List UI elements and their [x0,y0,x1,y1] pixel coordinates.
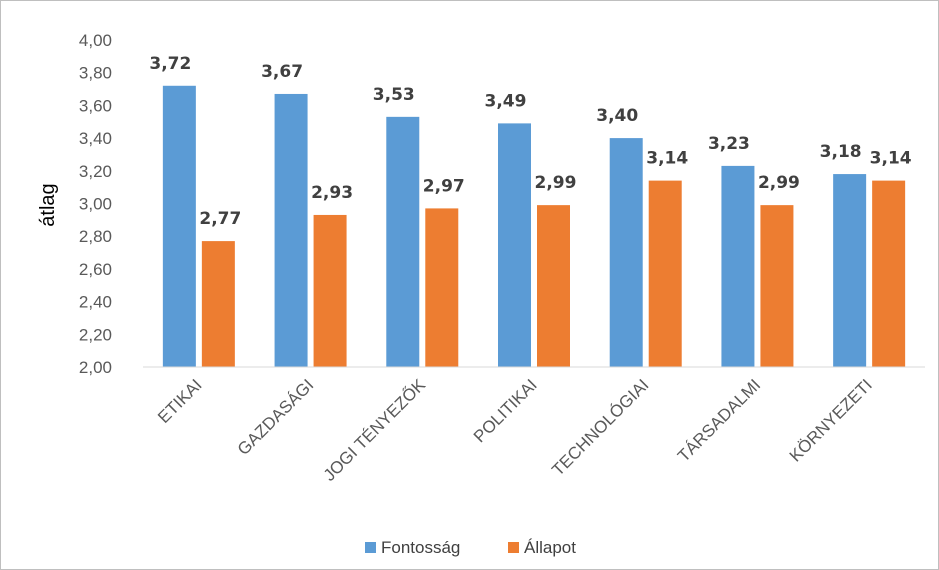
y-tick-label: 2,20 [79,325,112,344]
bar-fontossag [274,93,308,367]
y-axis-ticks: 2,00 2,20 2,40 2,60 2,80 3,00 3,20 3,40 3,60 3,80… [79,31,112,377]
data-label: 2,97 [423,176,465,196]
x-category-label: KÖRNYEZETI [786,375,876,465]
legend-swatch-fontossag [365,542,376,553]
y-tick-label: 3,60 [79,96,112,115]
legend-label-fontossag: Fontosság [381,538,460,557]
data-label: 3,72 [149,54,191,74]
y-tick-label: 4,00 [79,31,112,50]
bar-fontossag [162,85,196,367]
x-category-label: TÁRSADALMI [674,375,764,465]
x-category-label: POLITIKAI [470,375,541,446]
x-category-label: JOGI TÉNYEZŐK [320,375,430,485]
bar-fontossag [833,174,867,367]
y-tick-label: 3,20 [79,162,112,181]
bar-fontossag [498,123,531,367]
bar-fontossag [609,138,643,367]
y-tick-label: 2,60 [79,260,112,279]
data-label: 3,40 [596,106,638,126]
data-labels: 3,72 2,77 3,67 2,93 3,53 2,97 3,49 2,99 3,40 3,14… [149,54,911,229]
data-label: 3,23 [708,134,750,154]
data-label: 3,67 [261,62,303,82]
y-tick-label: 3,00 [79,195,112,214]
bar-allapot [313,214,347,367]
data-label: 2,93 [311,183,353,203]
legend: Fontosság Állapot [365,538,576,557]
y-tick-label: 2,40 [79,293,112,312]
data-label: 3,53 [373,85,415,105]
bar-allapot [425,208,459,367]
category-labels: ETIKAI GAZDASÁGI JOGI TÉNYEZŐK POLITIKAI TEC… [154,375,876,485]
data-label: 2,77 [199,209,241,229]
bars [162,85,906,367]
y-tick-label: 2,00 [79,358,112,377]
data-label: 3,49 [485,91,527,111]
x-category-label: TECHNOLÓGIAI [548,375,652,479]
x-category-label: GAZDASÁGI [234,375,318,459]
x-category-label: ETIKAI [154,375,206,427]
bar-fontossag [386,116,420,367]
bar-allapot [537,205,570,367]
data-label: 3,14 [870,149,912,169]
data-label: 2,99 [535,173,577,193]
bar-allapot [872,180,906,367]
y-tick-label: 3,40 [79,129,112,148]
data-label: 2,99 [758,173,800,193]
data-label: 3,14 [646,149,688,169]
data-label: 3,18 [820,142,862,162]
bar-allapot [201,241,235,367]
bar-allapot [648,180,682,367]
y-axis-label: átlag [37,183,59,226]
bar-allapot [760,205,794,367]
y-tick-label: 3,80 [79,64,112,83]
y-tick-label: 2,80 [79,227,112,246]
legend-label-allapot: Állapot [524,538,576,557]
legend-swatch-allapot [508,542,519,553]
bar-fontossag [721,165,755,367]
